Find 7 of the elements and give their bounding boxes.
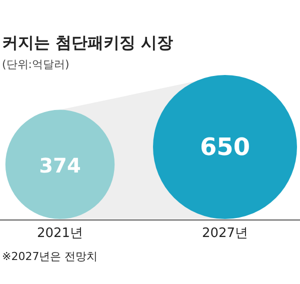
text: (단위:억달러): [2, 58, 70, 71]
data-label: 374: [39, 153, 81, 178]
text: ※2027년은 전망치: [2, 250, 98, 263]
text: 커지는 첨단패키징 시장: [2, 33, 174, 52]
data-label: 650: [200, 133, 250, 161]
category-label: 2021년: [36, 226, 84, 241]
category-label: 2027년: [202, 226, 248, 241]
